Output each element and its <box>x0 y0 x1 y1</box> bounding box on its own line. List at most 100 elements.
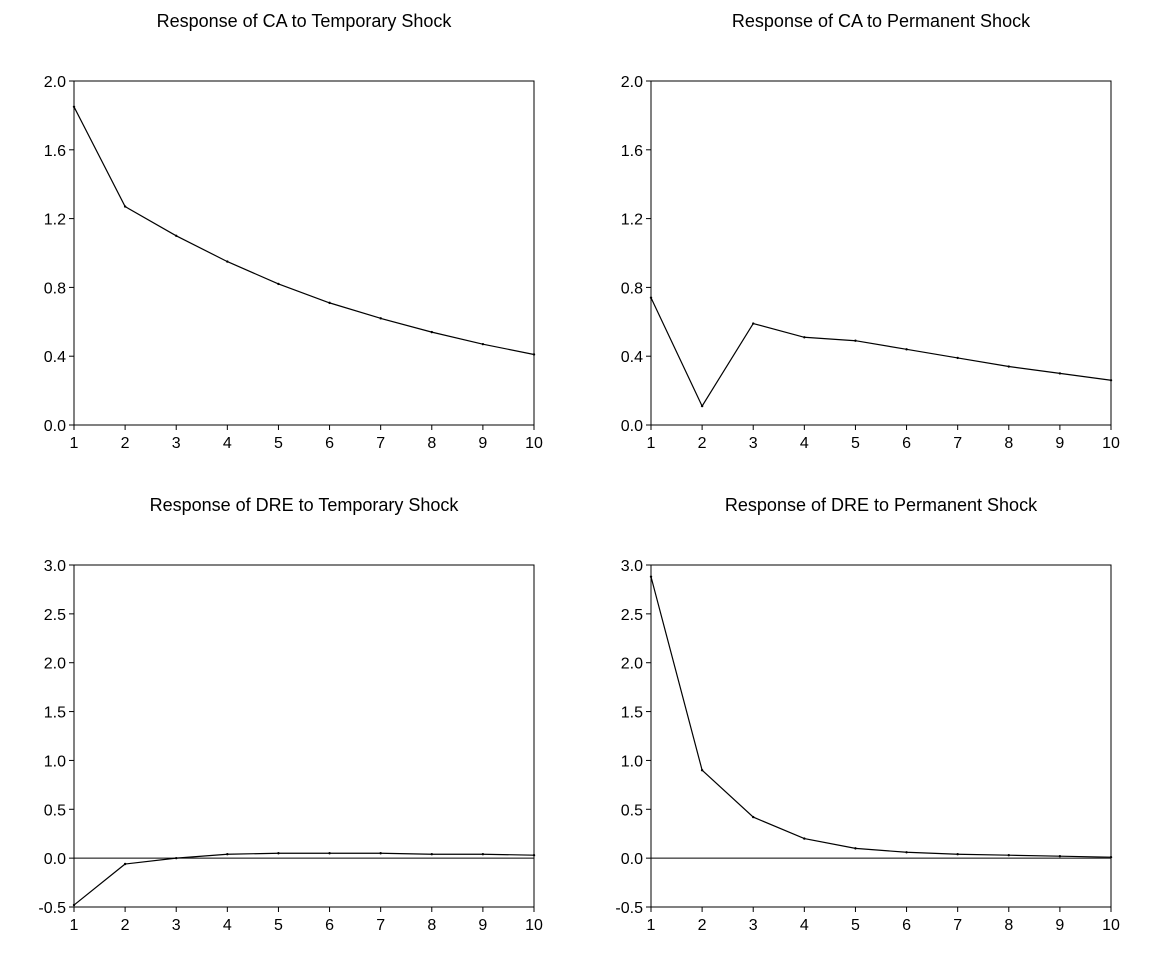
ca-temporary-y-tick-label: 0.0 <box>44 418 66 435</box>
dre-temporary-panel: Response of DRE to Temporary Shock -0.5 0.… <box>38 495 543 934</box>
dre-permanent-y-tick-label: 0.0 <box>621 851 643 868</box>
ca-permanent-x-tick-label: 10 <box>1102 435 1120 452</box>
ca-temporary-point <box>481 342 485 346</box>
ca-permanent-title: Response of CA to Permanent Shock <box>732 11 1031 31</box>
dre-permanent-x-tick-label: 2 <box>698 917 707 934</box>
ca-temporary-x-tick-label: 9 <box>478 435 487 452</box>
dre-permanent-x-tick-label: 1 <box>647 917 656 934</box>
ca-temporary-panel: Response of CA to Temporary Shock 0.0 0.4 0… <box>44 11 543 452</box>
dre-temporary-point <box>277 852 280 855</box>
dre-permanent-point <box>956 853 959 856</box>
dre-permanent-x-tick-label: 6 <box>902 917 911 934</box>
ca-permanent-panel: Response of CA to Permanent Shock 0.0 0.4 0… <box>621 11 1120 452</box>
dre-temporary-point <box>532 854 536 857</box>
dre-temporary-y-tick-label: 3.0 <box>44 558 66 575</box>
ca-permanent-x-tick-label: 3 <box>749 435 758 452</box>
dre-temporary-point <box>72 903 76 907</box>
dre-permanent-y-tick-label: 2.0 <box>621 656 643 673</box>
ca-permanent-x-tick-label: 6 <box>902 435 911 452</box>
dre-temporary-title: Response of DRE to Temporary Shock <box>150 495 460 515</box>
dre-temporary-point <box>481 853 485 856</box>
ca-permanent-point <box>1058 372 1062 375</box>
ca-temporary-x-tick-label: 4 <box>223 435 232 452</box>
dre-permanent-y-tick-label: 1.0 <box>621 753 643 770</box>
dre-temporary-plot-frame <box>73 564 535 908</box>
dre-temporary-y-tick-label: 0.0 <box>44 851 66 868</box>
ca-permanent-x-tick-label: 8 <box>1004 435 1013 452</box>
ca-temporary-x-tick-label: 7 <box>376 435 385 452</box>
dre-permanent-x-tick-label: 5 <box>851 917 860 934</box>
ca-temporary-x-tick-label: 6 <box>325 435 334 452</box>
dre-temporary-y-tick-label: 2.5 <box>44 607 66 624</box>
ca-permanent-y-tick-label: 0.8 <box>621 280 643 297</box>
ca-permanent-y-tick-label: 1.6 <box>621 143 643 160</box>
dre-temporary-x-tick-label: 1 <box>70 917 79 934</box>
ca-temporary-point <box>379 317 382 320</box>
ca-temporary-point <box>328 301 331 305</box>
ca-temporary-y-tick-label: 0.4 <box>44 349 66 366</box>
dre-permanent-point <box>752 815 755 819</box>
ca-temporary-y-tick-label: 0.8 <box>44 280 66 297</box>
dre-temporary-y-tick-label: 0.5 <box>44 802 66 819</box>
dre-permanent-x-tick-label: 8 <box>1004 917 1013 934</box>
dre-temporary-x-tick-label: 10 <box>525 917 543 934</box>
ca-permanent-point <box>905 348 908 351</box>
ca-temporary-plot-frame <box>73 80 535 426</box>
dre-permanent-y-tick-label: 0.5 <box>621 802 643 819</box>
ca-temporary-point <box>226 260 229 263</box>
dre-permanent-point <box>700 769 704 772</box>
dre-temporary-y-tick-label: 2.0 <box>44 656 66 673</box>
ca-permanent-point <box>649 296 653 299</box>
ca-temporary-x-tick-label: 8 <box>427 435 436 452</box>
dre-temporary-x-tick-label: 3 <box>172 917 181 934</box>
ca-permanent-point <box>1007 365 1010 368</box>
ca-temporary-x-tick-label: 2 <box>121 435 130 452</box>
ca-temporary-point <box>175 234 178 237</box>
ca-temporary-title: Response of CA to Temporary Shock <box>157 11 453 31</box>
ca-temporary-y-tick-label: 1.6 <box>44 143 66 160</box>
ca-temporary-point <box>277 282 280 286</box>
dre-permanent-response-line <box>650 576 1112 858</box>
dre-temporary-x-tick-label: 7 <box>376 917 385 934</box>
dre-permanent-point <box>803 837 806 840</box>
dre-permanent-x-tick-label: 10 <box>1102 917 1120 934</box>
dre-permanent-plot-frame <box>650 564 1112 908</box>
ca-permanent-y-tick-label: 1.2 <box>621 212 643 229</box>
ca-permanent-point <box>854 339 857 342</box>
dre-permanent-point <box>1109 855 1113 859</box>
dre-temporary-x-tick-label: 5 <box>274 917 283 934</box>
ca-permanent-point <box>803 336 806 339</box>
dre-permanent-x-tick-label: 4 <box>800 917 809 934</box>
dre-permanent-x-tick-label: 3 <box>749 917 758 934</box>
dre-permanent-panel: Response of DRE to Permanent Shock -0.5 0.… <box>615 495 1120 934</box>
ca-permanent-point <box>1109 379 1113 382</box>
dre-temporary-point <box>430 853 433 856</box>
ca-permanent-point <box>700 404 704 408</box>
dre-permanent-y-tick-label: -0.5 <box>615 900 643 917</box>
ca-permanent-plot-frame <box>650 80 1112 426</box>
ca-temporary-x-tick-label: 5 <box>274 435 283 452</box>
ca-permanent-x-tick-label: 4 <box>800 435 809 452</box>
dre-temporary-point <box>175 856 178 860</box>
dre-permanent-y-tick-label: 1.5 <box>621 705 643 722</box>
dre-permanent-point <box>905 851 908 854</box>
dre-temporary-x-tick-label: 8 <box>427 917 436 934</box>
dre-temporary-response-line <box>73 852 535 906</box>
ca-temporary-x-tick-label: 3 <box>172 435 181 452</box>
ca-permanent-x-tick-label: 5 <box>851 435 860 452</box>
dre-temporary-y-tick-label: 1.0 <box>44 753 66 770</box>
dre-permanent-x-tick-label: 7 <box>953 917 962 934</box>
ca-permanent-y-tick-label: 0.4 <box>621 349 643 366</box>
dre-temporary-y-tick-label: 1.5 <box>44 705 66 722</box>
ca-temporary-x-tick-label: 1 <box>70 435 79 452</box>
ca-temporary-point <box>430 330 433 334</box>
ca-permanent-y-tick-label: 0.0 <box>621 418 643 435</box>
ca-permanent-point <box>752 322 755 325</box>
dre-temporary-x-tick-label: 6 <box>325 917 334 934</box>
ca-temporary-point <box>532 353 536 356</box>
ca-temporary-y-tick-label: 2.0 <box>44 74 66 91</box>
dre-temporary-point <box>379 852 382 855</box>
ca-permanent-x-tick-label: 7 <box>953 435 962 452</box>
dre-permanent-y-tick-label: 3.0 <box>621 558 643 575</box>
